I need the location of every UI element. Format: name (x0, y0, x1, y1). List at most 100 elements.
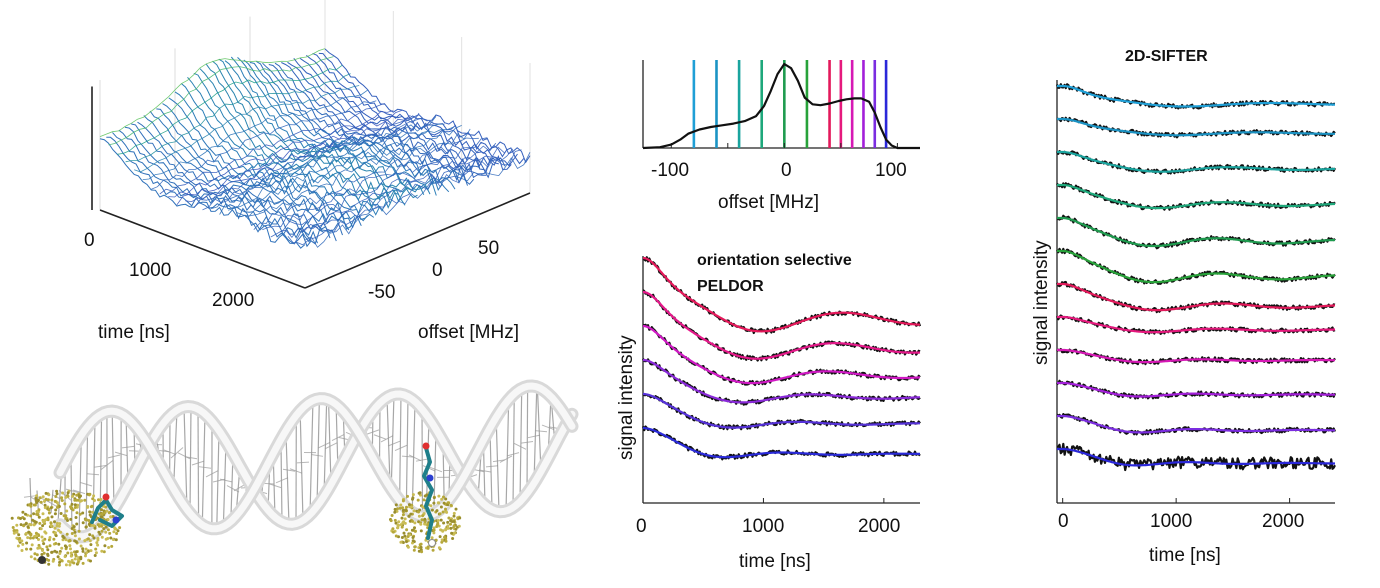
spin-label-cloud-right (411, 519, 414, 523)
spin-label-cloud-left (108, 511, 112, 514)
spin-label-cloud-right (432, 501, 436, 505)
spin-label-cloud-left (76, 503, 80, 507)
spin-label-cloud-right (440, 538, 444, 542)
sifter-trace-2-fit (1057, 150, 1335, 173)
base-pair (121, 445, 135, 449)
spin-label-cloud-right (425, 493, 429, 497)
spin-label-cloud-right (413, 521, 417, 525)
base-pair (222, 441, 227, 526)
spin-label-cloud-right (421, 514, 425, 518)
peldor-xtick-0: 0 (636, 516, 647, 537)
spin-label-cloud-right (442, 521, 446, 525)
spin-label-cloud-left (92, 524, 96, 528)
spin-label-cloud-left (61, 534, 65, 538)
sifter-xtick-2: 2000 (1262, 511, 1304, 532)
base-pair (100, 460, 114, 471)
spin-label-cloud-left (91, 510, 94, 514)
spin-label-cloud-left (79, 555, 83, 559)
spin-label-cloud-left (104, 530, 108, 534)
spin-label-cloud-right (413, 545, 417, 549)
spin-label-cloud-left (39, 527, 43, 531)
spin-label-cloud-right (417, 491, 421, 495)
spin-label-cloud-left (99, 515, 103, 519)
spin-label-cloud-left (93, 554, 97, 557)
spin-label-cloud-right (407, 514, 411, 518)
sifter-trace-5-fit (1057, 249, 1335, 284)
spin-label-cloud-left (74, 540, 78, 544)
spin-label-cloud-right (401, 541, 405, 544)
spin-label-cloud-left (35, 510, 39, 513)
spin-label-cloud-left (29, 514, 33, 518)
base-pair (478, 469, 492, 473)
spin-label-cloud-right (401, 513, 405, 517)
base-pair (50, 489, 54, 514)
base-pair (492, 459, 506, 463)
sifter-plot: 2D-SIFTER 0 1000 2000 time [ns] signal i… (1031, 48, 1337, 566)
spin-label-cloud-left (59, 530, 63, 534)
spin-label-cloud-right (399, 540, 403, 544)
spin-label-cloud-left (94, 551, 98, 555)
peldor-title-line-2: PELDOR (697, 278, 764, 295)
spin-label-cloud-left (54, 534, 58, 538)
base-pair (316, 399, 320, 507)
surface-line (99, 48, 326, 137)
spin-label-cloud-left (109, 515, 113, 519)
spin-label-cloud-left (88, 510, 92, 514)
sifter-trace-10-fit (1057, 414, 1335, 434)
spin-label-cloud-right (431, 548, 435, 552)
spin-label-cloud-left (58, 560, 62, 564)
spin-label-cloud-right (419, 529, 423, 533)
base-pair (327, 401, 332, 485)
base-pair (177, 452, 191, 460)
peldor-xtick-2: 2000 (858, 516, 900, 537)
spin-label-cloud-left (50, 498, 54, 502)
base-pair (289, 468, 303, 474)
spin-label-cloud-right (429, 504, 433, 508)
spin-label-cloud-left (22, 517, 26, 521)
spin-label-cloud-left (42, 520, 46, 524)
base-pair (170, 447, 184, 459)
base-pair (506, 452, 520, 457)
spin-label-cloud-right (452, 514, 456, 518)
spin-label-cloud-right (401, 508, 405, 512)
spin-label-cloud-left (71, 494, 75, 498)
spin-label-cloud-left (65, 532, 69, 536)
spin-label-cloud-left (35, 494, 39, 498)
spin-label-cloud-left (89, 549, 93, 553)
spin-label-cloud-right (402, 531, 406, 535)
spin-label-cloud-right (440, 540, 444, 544)
spin-label-cloud-right (411, 536, 415, 539)
surface-line (176, 110, 403, 206)
spin-label-cloud-left (73, 534, 77, 538)
spin-label-cloud-left (16, 544, 20, 548)
spin-label-cloud-left (78, 512, 82, 516)
spin-label-cloud-right (446, 520, 450, 524)
base-pair (386, 397, 391, 483)
spin-label-cloud-left (89, 559, 92, 563)
spin-label-cloud-left (55, 521, 59, 525)
spin-label-cloud-right (411, 539, 415, 543)
spin-label-cloud-left (21, 542, 25, 546)
spin-label-cloud-left (11, 526, 15, 529)
surface-line (305, 55, 512, 171)
spin-label-cloud-left (55, 489, 59, 493)
spin-label-cloud-left (81, 511, 85, 515)
base-pair (201, 413, 206, 527)
spin-label-left-atom (38, 556, 46, 564)
spin-label-cloud-right (396, 523, 400, 527)
spin-label-cloud-left (72, 561, 76, 565)
peldor-trace-1-fit (642, 290, 921, 360)
spin-label-cloud-left (70, 558, 74, 562)
spin-label-cloud-left (74, 498, 78, 502)
sifter-trace-11-fit (1057, 447, 1335, 467)
spin-label-cloud-left (76, 561, 80, 565)
spin-label-cloud-left (50, 550, 54, 554)
spin-label-cloud-left (57, 528, 60, 532)
spin-label-cloud-left (41, 512, 45, 516)
spectrum-marks (642, 60, 920, 150)
spin-label-cloud-left (28, 503, 31, 507)
surface-x-axis (99, 209, 306, 289)
spin-label-cloud-left (95, 541, 99, 545)
spin-label-cloud-left (45, 545, 49, 549)
base-pair (79, 481, 93, 487)
